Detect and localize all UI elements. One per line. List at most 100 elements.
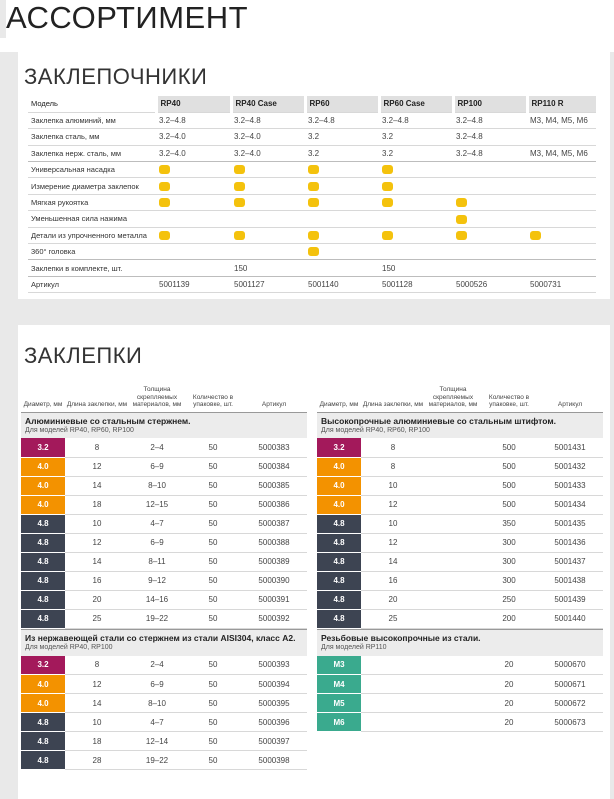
quantity-cell: 50 xyxy=(185,495,241,515)
length-cell: 10 xyxy=(65,712,129,732)
length-cell: 28 xyxy=(65,750,129,770)
quantity-cell: 20 xyxy=(481,693,537,713)
length-cell: 10 xyxy=(361,514,425,534)
quantity-cell: 50 xyxy=(185,438,241,458)
rivet-table: Из нержавеющей стали со стержнем из стал… xyxy=(21,629,307,770)
article-cell: 5000395 xyxy=(241,693,307,713)
diameter-badge: 4.8 xyxy=(317,571,361,591)
feature-cell xyxy=(231,161,305,179)
rivet-row: 4.8 12 300 5001436 xyxy=(317,533,603,553)
tools-row: Артикул 5001139 5001127 5001140 5001128 50005… xyxy=(28,276,596,294)
thickness-cell: 19–22 xyxy=(129,750,185,770)
article-cell: 5000396 xyxy=(241,712,307,732)
thickness-cell: 2–4 xyxy=(129,438,185,458)
spec-cell: M3, M4, M5, M6 xyxy=(527,145,596,163)
article-cell: 5001436 xyxy=(537,533,603,553)
rivet-row: 4.0 8 500 5001432 xyxy=(317,457,603,477)
quantity-cell: 50 xyxy=(185,674,241,694)
feature-cell xyxy=(527,227,596,245)
feature-dot-icon xyxy=(234,181,245,191)
spec-cell: 3.2–4.0 xyxy=(156,128,231,146)
diameter-badge: M3 xyxy=(317,655,361,675)
spec-cell: 3.2–4.8 xyxy=(453,128,527,146)
spec-cell: 3.2 xyxy=(379,145,453,163)
feature-cell xyxy=(231,177,305,195)
group-title: Алюминиевые со стальным стержнем. xyxy=(25,415,191,426)
spec-cell xyxy=(527,128,596,146)
diameter-badge: 4.0 xyxy=(21,476,65,496)
group-title: Из нержавеющей стали со стержнем из стал… xyxy=(25,633,296,644)
title-strip xyxy=(0,38,614,52)
rivet-row: 4.0 14 8–10 50 5000395 xyxy=(21,693,307,713)
diameter-badge: 4.0 xyxy=(317,495,361,515)
spec-cell: 3.2–4.8 xyxy=(305,112,379,130)
feature-cell xyxy=(231,243,305,261)
group-subtitle: Для моделей RP40, RP100 xyxy=(25,644,113,652)
quantity-cell: 50 xyxy=(185,609,241,629)
rivet-row: 4.8 18 12–14 50 5000397 xyxy=(21,731,307,751)
quantity-cell: 50 xyxy=(185,476,241,496)
feature-dot-icon xyxy=(159,231,170,241)
feature-dot-icon xyxy=(382,198,393,208)
article-cell: 5000392 xyxy=(241,609,307,629)
feature-cell xyxy=(156,210,231,228)
length-cell: 10 xyxy=(361,476,425,496)
tools-row: Заклепка нерж. сталь, мм 3.2–4.0 3.2–4.0 3.… xyxy=(28,145,596,163)
rivet-column-header: Количество в упаковке, шт. xyxy=(488,393,530,409)
quantity-cell: 20 xyxy=(481,674,537,694)
feature-dot-icon xyxy=(234,165,245,175)
diameter-badge: 4.0 xyxy=(21,495,65,515)
spec-cell: 3.2–4.0 xyxy=(231,145,305,163)
tools-row: Детали из упрочненного металла xyxy=(28,227,596,245)
feature-cell xyxy=(379,210,453,228)
quantity-cell: 50 xyxy=(185,457,241,477)
quantity-cell: 250 xyxy=(481,590,537,610)
article-cell: 5000670 xyxy=(537,655,603,675)
spec-cell: 5001139 xyxy=(156,276,231,294)
feature-cell xyxy=(305,177,379,195)
feature-cell xyxy=(156,227,231,245)
feature-cell xyxy=(156,243,231,261)
diameter-badge: 3.2 xyxy=(21,655,65,675)
feature-cell xyxy=(453,161,527,179)
article-cell: 5000393 xyxy=(241,655,307,675)
article-cell: 5000385 xyxy=(241,476,307,496)
rivet-row: 4.8 14 300 5001437 xyxy=(317,552,603,572)
quantity-cell: 350 xyxy=(481,514,537,534)
rivet-row: 4.8 10 350 5001435 xyxy=(317,514,603,534)
thickness-cell: 8–10 xyxy=(129,476,185,496)
feature-cell xyxy=(379,194,453,212)
row-label: Универсальная насадка xyxy=(28,161,156,179)
spec-cell: 3.2–4.8 xyxy=(453,112,527,130)
rivet-row: 4.0 18 12–15 50 5000386 xyxy=(21,495,307,515)
article-cell: 5001433 xyxy=(537,476,603,496)
tools-row: Заклепки в комплекте, шт. 150 150 xyxy=(28,259,596,277)
quantity-cell: 50 xyxy=(185,712,241,732)
rivet-table: Резьбовые высокопрочные из стали. Для мод… xyxy=(317,629,603,732)
length-cell: 8 xyxy=(361,438,425,458)
feature-dot-icon xyxy=(159,198,170,208)
diameter-badge: 4.8 xyxy=(21,731,65,751)
length-cell: 12 xyxy=(361,495,425,515)
thickness-cell xyxy=(425,533,481,553)
length-cell: 12 xyxy=(65,457,129,477)
feature-cell xyxy=(379,227,453,245)
feature-dot-icon xyxy=(382,165,393,175)
rivet-row: 4.8 20 14–16 50 5000391 xyxy=(21,590,307,610)
thickness-cell: 8–11 xyxy=(129,552,185,572)
article-cell: 5001432 xyxy=(537,457,603,477)
length-cell: 14 xyxy=(361,552,425,572)
row-label: Уменьшенная сила нажима xyxy=(28,210,156,228)
feature-cell xyxy=(379,161,453,179)
diameter-badge: M5 xyxy=(317,693,361,713)
length-cell: 14 xyxy=(65,693,129,713)
thickness-cell xyxy=(425,457,481,477)
quantity-cell: 50 xyxy=(185,590,241,610)
spec-cell: M3, M4, M5, M6 xyxy=(527,112,596,130)
diameter-badge: 3.2 xyxy=(21,438,65,458)
spec-cell: 3.2–4.8 xyxy=(379,112,453,130)
rivet-row: 4.8 10 4–7 50 5000387 xyxy=(21,514,307,534)
rivet-row: 4.8 25 200 5001440 xyxy=(317,609,603,629)
rivet-row: 4.8 10 4–7 50 5000396 xyxy=(21,712,307,732)
rivet-row: 4.8 14 8–11 50 5000389 xyxy=(21,552,307,572)
